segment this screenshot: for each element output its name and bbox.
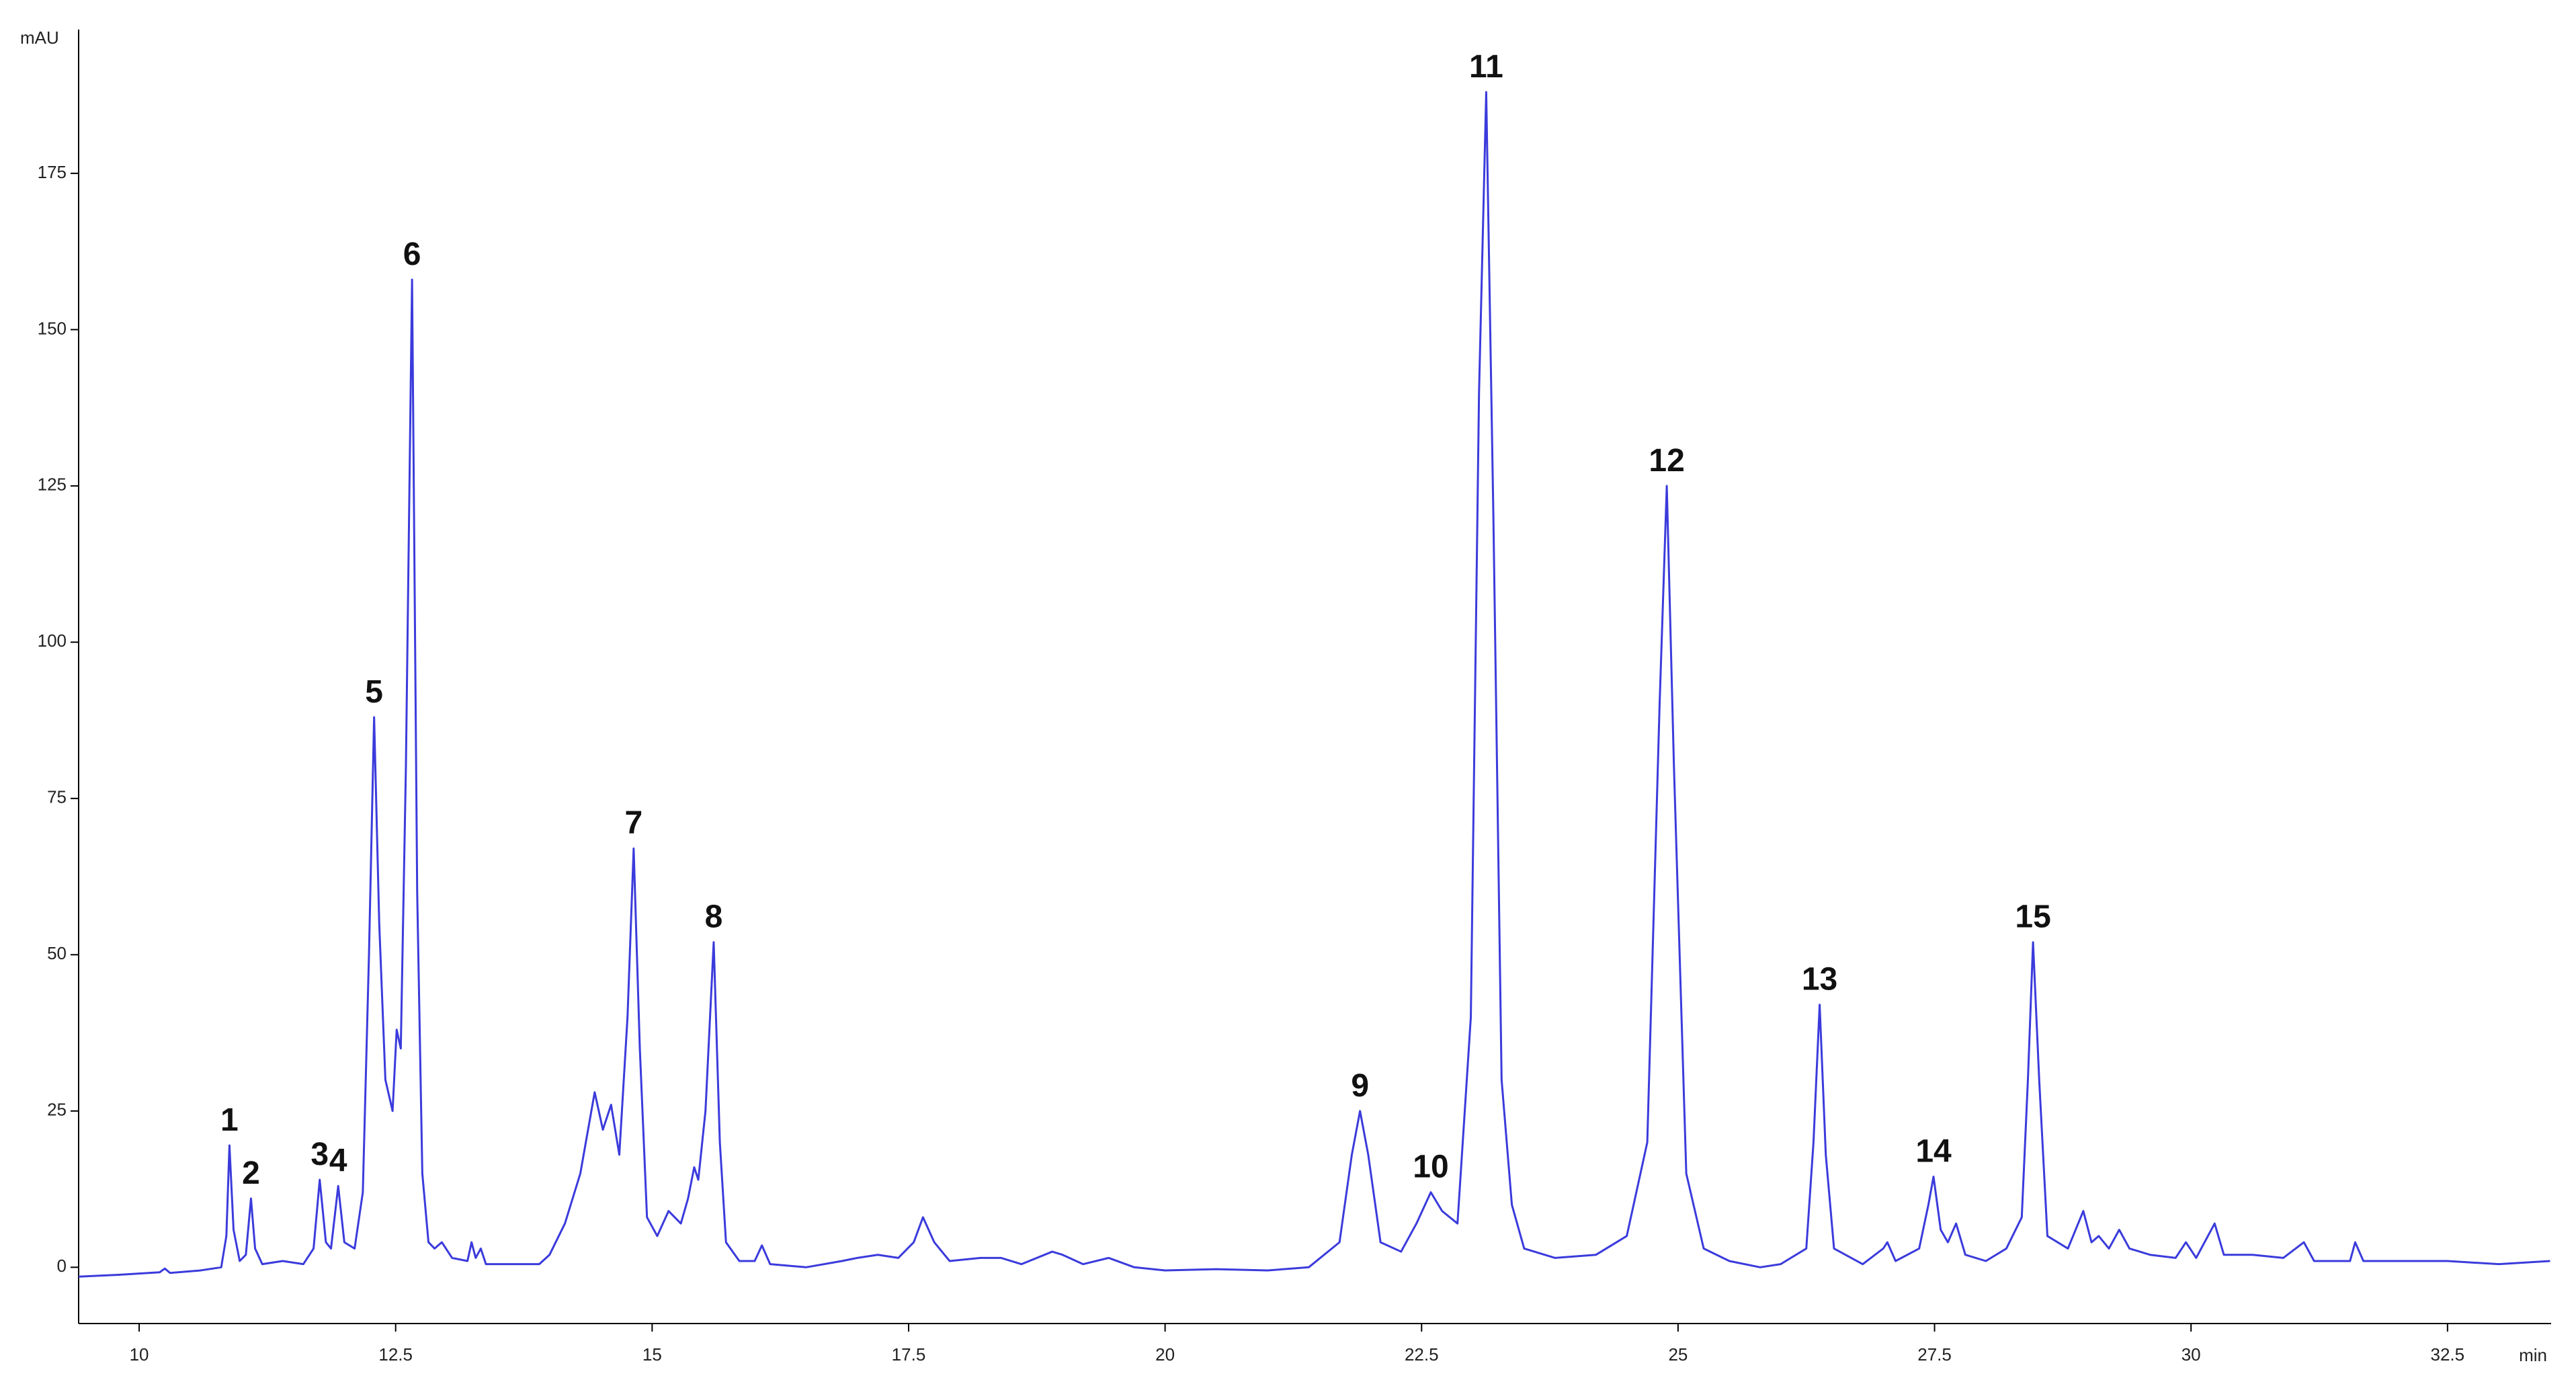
peak-label: 1 <box>220 1102 239 1138</box>
x-tick-label: 10 <box>130 1344 149 1365</box>
peak-label: 10 <box>1413 1149 1448 1185</box>
x-tick-label: 20 <box>1155 1344 1175 1365</box>
peak-label: 9 <box>1351 1068 1369 1104</box>
peak-label: 8 <box>705 899 723 935</box>
peak-label: 4 <box>329 1143 347 1178</box>
x-tick-label: 22.5 <box>1405 1344 1439 1365</box>
x-tick-label: 27.5 <box>1917 1344 1952 1365</box>
x-tick-label: 30 <box>2182 1344 2201 1365</box>
x-tick-label: 25 <box>1668 1344 1688 1365</box>
x-tick-label: 12.5 <box>378 1344 413 1365</box>
y-axis-label: mAU <box>20 28 59 48</box>
y-tick-label: 50 <box>47 943 67 963</box>
y-tick-label: 150 <box>38 318 67 338</box>
peak-label: 14 <box>1915 1133 1952 1169</box>
x-tick-label: 17.5 <box>892 1344 926 1365</box>
peak-label: 15 <box>2015 899 2050 935</box>
y-tick-label: 25 <box>47 1100 67 1120</box>
peak-label: 13 <box>1802 962 1837 998</box>
peak-label: 11 <box>1469 49 1503 85</box>
y-tick-label: 175 <box>38 162 67 182</box>
peak-label: 12 <box>1649 443 1684 479</box>
peak-label: 6 <box>403 237 421 272</box>
peak-label: 2 <box>242 1155 260 1191</box>
x-tick-label: 32.5 <box>2431 1344 2465 1365</box>
peak-label: 5 <box>365 674 383 710</box>
x-axis-label: min <box>2519 1345 2547 1365</box>
x-tick-label: 15 <box>642 1344 662 1365</box>
peak-label: 3 <box>310 1137 329 1172</box>
y-tick-label: 0 <box>57 1256 67 1276</box>
peak-label: 7 <box>625 805 643 841</box>
trace-line <box>78 91 2550 1278</box>
y-tick-label: 100 <box>38 631 67 651</box>
y-tick-label: 125 <box>38 475 67 495</box>
y-tick-label: 75 <box>47 787 67 807</box>
